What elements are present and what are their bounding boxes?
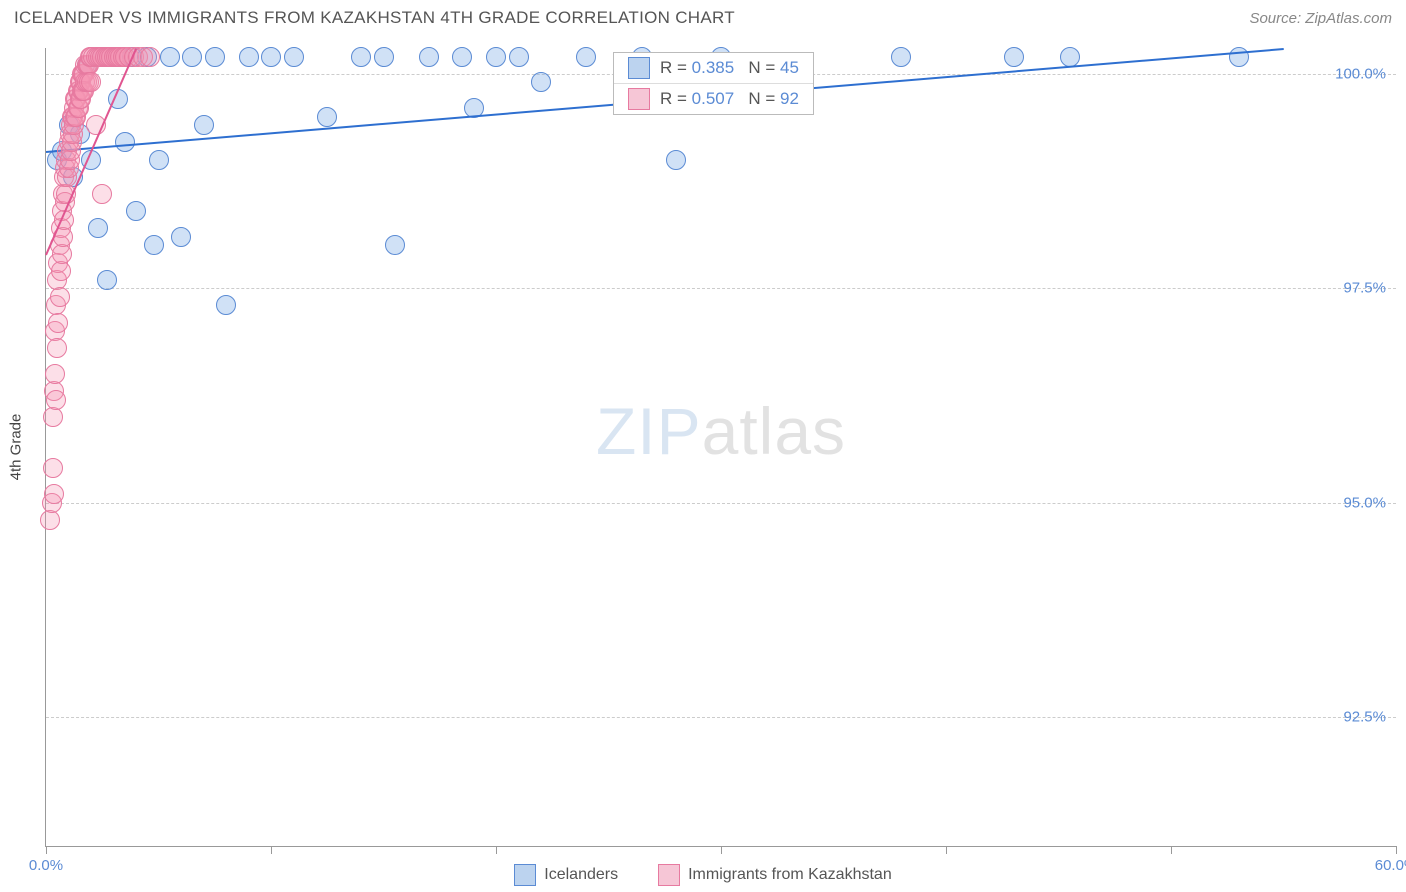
scatter-point [284, 47, 304, 67]
bottom-legend: Icelanders Immigrants from Kazakhstan [0, 864, 1406, 886]
scatter-point [531, 72, 551, 92]
watermark-part1: ZIP [596, 394, 702, 468]
scatter-point [47, 338, 67, 358]
scatter-point [1229, 47, 1249, 67]
chart-source: Source: ZipAtlas.com [1249, 10, 1392, 27]
legend-label: Icelanders [544, 866, 618, 884]
chart-area: 4th Grade ZIPatlas 92.5%95.0%97.5%100.0%… [45, 48, 1396, 847]
scatter-point [171, 227, 191, 247]
x-tick [721, 846, 722, 854]
x-tick [1171, 846, 1172, 854]
scatter-point [576, 47, 596, 67]
scatter-point [317, 107, 337, 127]
scatter-point [419, 47, 439, 67]
x-tick [496, 846, 497, 854]
watermark: ZIPatlas [596, 393, 846, 469]
scatter-point [374, 47, 394, 67]
scatter-point [43, 407, 63, 427]
legend-item-icelanders: Icelanders [514, 864, 618, 886]
y-tick-label: 92.5% [1343, 709, 1386, 726]
scatter-point [81, 72, 101, 92]
scatter-point [40, 510, 60, 530]
scatter-point [46, 390, 66, 410]
scatter-point [43, 458, 63, 478]
legend-label: Immigrants from Kazakhstan [688, 866, 892, 884]
y-tick-label: 97.5% [1343, 280, 1386, 297]
legend-swatch-icon [658, 864, 680, 886]
scatter-point [182, 47, 202, 67]
scatter-point [92, 184, 112, 204]
scatter-point [216, 295, 236, 315]
scatter-point [48, 313, 68, 333]
scatter-point [115, 132, 135, 152]
plot-area: 4th Grade ZIPatlas 92.5%95.0%97.5%100.0%… [45, 48, 1396, 847]
scatter-point [486, 47, 506, 67]
gridline [46, 288, 1396, 289]
legend-swatch-icon [514, 864, 536, 886]
chart-title: ICELANDER VS IMMIGRANTS FROM KAZAKHSTAN … [14, 8, 735, 28]
legend-swatch-icon [628, 57, 650, 79]
correlation-row: R = 0.507 N = 92 [614, 83, 813, 114]
scatter-point [97, 270, 117, 290]
y-axis-label: 4th Grade [8, 414, 25, 481]
scatter-point [509, 47, 529, 67]
scatter-point [385, 235, 405, 255]
correlation-text: R = 0.385 N = 45 [660, 58, 799, 78]
scatter-point [149, 150, 169, 170]
scatter-point [452, 47, 472, 67]
scatter-point [194, 115, 214, 135]
scatter-point [126, 201, 146, 221]
y-tick-label: 100.0% [1335, 65, 1386, 82]
correlation-text: R = 0.507 N = 92 [660, 89, 799, 109]
scatter-point [351, 47, 371, 67]
scatter-point [52, 244, 72, 264]
x-tick [271, 846, 272, 854]
scatter-point [44, 484, 64, 504]
scatter-point [1004, 47, 1024, 67]
scatter-point [891, 47, 911, 67]
scatter-point [51, 261, 71, 281]
scatter-point [140, 47, 160, 67]
scatter-point [205, 47, 225, 67]
scatter-point [144, 235, 164, 255]
scatter-point [45, 364, 65, 384]
gridline [46, 503, 1396, 504]
scatter-point [261, 47, 281, 67]
scatter-point [666, 150, 686, 170]
x-tick [1396, 846, 1397, 854]
watermark-part2: atlas [702, 394, 846, 468]
scatter-point [239, 47, 259, 67]
legend-item-kazakhstan: Immigrants from Kazakhstan [658, 864, 892, 886]
correlation-row: R = 0.385 N = 45 [614, 53, 813, 83]
scatter-point [88, 218, 108, 238]
legend-swatch-icon [628, 88, 650, 110]
y-tick-label: 95.0% [1343, 494, 1386, 511]
scatter-point [160, 47, 180, 67]
correlation-legend: R = 0.385 N = 45 R = 0.507 N = 92 [613, 52, 814, 115]
scatter-point [1060, 47, 1080, 67]
gridline [46, 717, 1396, 718]
x-tick [946, 846, 947, 854]
scatter-point [50, 287, 70, 307]
chart-header: ICELANDER VS IMMIGRANTS FROM KAZAKHSTAN … [0, 0, 1406, 34]
x-tick [46, 846, 47, 854]
